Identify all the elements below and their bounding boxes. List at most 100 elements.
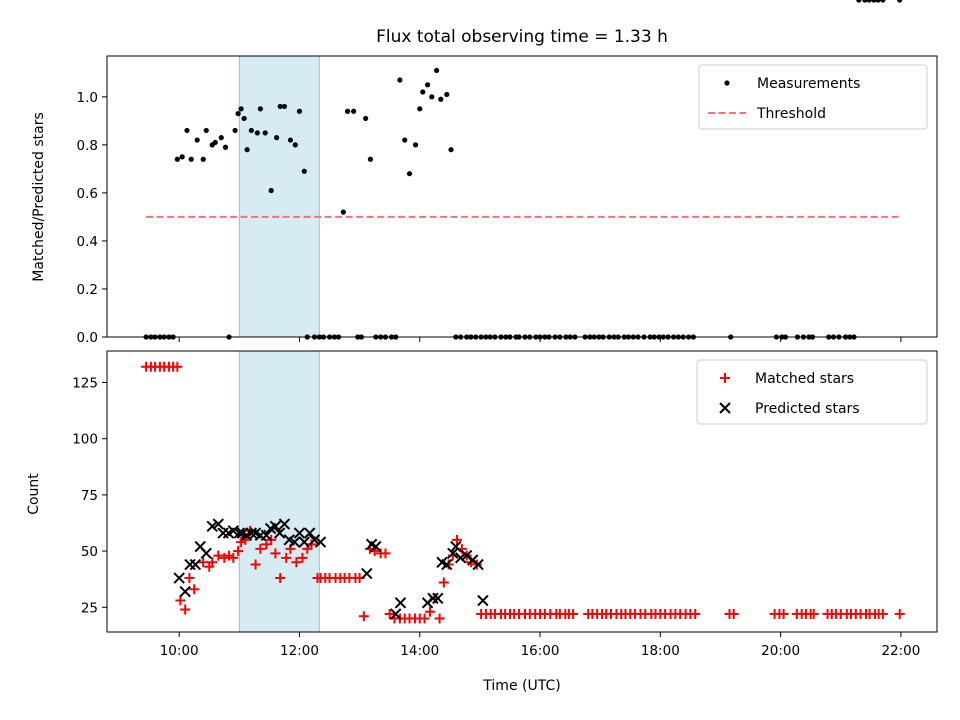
x-tick-label: 18:00	[641, 643, 680, 659]
measurement-point	[448, 147, 454, 153]
legend-box	[696, 359, 928, 425]
measurement-point	[174, 156, 180, 162]
matched-star-point	[228, 552, 239, 563]
matched-star-point	[690, 609, 701, 620]
measurement-point	[429, 94, 435, 100]
predicted-star-point	[293, 527, 306, 539]
ratio-panel: 0.0 0.2 0.4 0.6 0.8 1.0 Measurements Threshold	[77, 0, 938, 346]
measurement-point	[862, 0, 868, 3]
measurement-point	[438, 96, 444, 102]
measurement-point	[866, 0, 872, 3]
measurement-point	[203, 127, 209, 134]
x-axis-label: Time (UTC)	[482, 678, 560, 694]
matched-star-point	[207, 557, 218, 568]
matched-star-point	[778, 609, 789, 620]
matched-star-point	[189, 584, 200, 595]
measurement-point	[856, 0, 862, 3]
predicted-star-point	[427, 592, 439, 604]
measurement-point	[218, 135, 224, 141]
legend-marker-measurements	[724, 80, 730, 86]
y-tick-label: 0.4	[77, 234, 98, 250]
measurement-point	[268, 187, 274, 194]
predicted-star-point	[273, 527, 286, 539]
measurement-point	[188, 156, 194, 162]
legend-box	[698, 64, 928, 130]
axes-frame	[106, 350, 938, 633]
y-tick-label: 25	[81, 600, 98, 616]
measurement-point	[292, 142, 298, 148]
y-tick-label: 0.8	[77, 138, 98, 154]
measurement-point	[363, 115, 369, 122]
predicted-star-point	[184, 558, 196, 571]
x-tick-label: 14:00	[400, 643, 439, 659]
predicted-star-point	[477, 594, 489, 607]
matched-star-point	[728, 609, 739, 620]
measurement-point	[274, 135, 280, 141]
matched-star-point	[894, 609, 905, 620]
predicted-star-point	[200, 547, 212, 560]
x-tick-label: 16:00	[521, 643, 560, 659]
x-tick-label: 22:00	[881, 643, 920, 659]
y-tick-label: 0.0	[77, 330, 98, 346]
predicted-star-point	[454, 552, 467, 564]
measurement-point	[417, 106, 423, 112]
measurement-point	[424, 82, 431, 88]
matched-star-point	[281, 552, 292, 563]
matched-star-point	[808, 609, 819, 620]
measurement-point	[880, 0, 886, 3]
predicted-star-point	[189, 558, 202, 571]
predicted-star-point	[303, 527, 316, 539]
measurement-point	[871, 0, 877, 3]
matched-star-point	[419, 613, 430, 624]
legend-marker-predicted	[719, 402, 731, 414]
y-tick-label: 125	[72, 375, 98, 391]
matched-star-point	[291, 557, 302, 568]
predicted-star-point	[394, 597, 407, 609]
predicted-star-point	[361, 567, 373, 580]
measurement-point	[238, 106, 244, 112]
measurement-point	[277, 103, 283, 110]
highlight-span	[238, 55, 320, 338]
predicted-star-point	[450, 540, 462, 553]
predicted-star-point	[206, 520, 218, 533]
predicted-star-point	[288, 536, 301, 548]
predicted-star-point	[245, 527, 258, 539]
legend-label: Matched stars	[755, 371, 854, 387]
matched-star-point	[175, 595, 186, 606]
measurement-point	[412, 142, 419, 148]
matched-star-point	[424, 606, 435, 617]
y-axis-label-ratio: Matched/Predicted stars	[31, 112, 47, 282]
matched-star-point	[434, 613, 445, 624]
measurement-point	[241, 115, 247, 122]
measurement-point	[184, 127, 190, 134]
legend-label: Threshold	[756, 106, 826, 122]
matched-star-point	[213, 550, 224, 561]
predicted-star-point	[217, 527, 229, 539]
x-tick-label: 10:00	[160, 643, 199, 659]
measurement-point	[344, 108, 351, 114]
count-panel: 25 50 75 100 125 10:00 12:00 14:00 16:00 18:00 20:…	[72, 350, 938, 659]
predicted-star-point	[212, 518, 224, 530]
y-axis-label-count: Count	[26, 473, 42, 515]
measurement-point	[248, 127, 254, 134]
matched-star-point	[255, 543, 266, 554]
x-tick-label: 20:00	[761, 643, 800, 659]
measurement-point	[875, 0, 881, 3]
predicted-star-point	[460, 549, 473, 562]
measurement-point	[340, 209, 346, 215]
matched-star-point	[172, 361, 183, 372]
measurement-point	[433, 67, 440, 74]
predicted-star-point	[370, 540, 382, 553]
legend-marker-matched	[720, 373, 730, 383]
measurement-point	[244, 147, 250, 153]
highlight-span	[238, 350, 320, 633]
y-tick-label: 75	[81, 488, 98, 504]
measurement-point	[212, 139, 218, 146]
matched-star-point	[877, 609, 888, 620]
y-tick-label: 1.0	[77, 90, 98, 106]
predicted-star-point	[389, 608, 402, 620]
measurement-point	[397, 77, 403, 83]
measurement-point	[254, 130, 260, 136]
measurement-point	[406, 171, 413, 177]
